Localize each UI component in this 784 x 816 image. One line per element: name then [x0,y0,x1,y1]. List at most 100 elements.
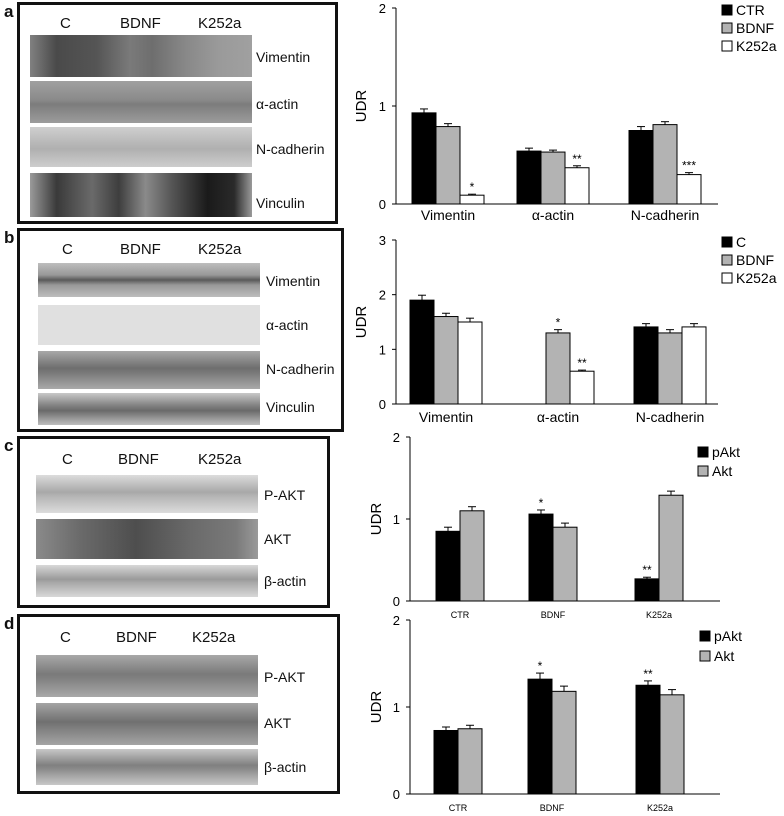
lane-label-c: C [62,451,73,468]
y-tick-label: 1 [379,342,386,357]
bar-pakt [635,684,661,795]
significance-marker: * [539,496,544,510]
lane-label-k252a: K252a [198,241,242,258]
bar-ctr [411,112,437,205]
bar-bdnf [540,151,566,205]
legend-label: K252a [736,270,777,286]
category-label: BDNF [541,610,566,620]
legend-label: BDNF [736,20,774,36]
bar-bdnf [545,332,571,405]
bar-pakt [528,513,554,602]
significance-marker: * [470,180,475,194]
blot-strip-beta-actin [36,565,258,597]
blot-strip-n-cadherin [30,127,252,167]
blot-strip-beta-actin [36,749,258,785]
legend-label: BDNF [736,252,774,268]
band-label-beta-actin: β-actin [264,573,307,589]
lane-label-bdnf: BDNF [116,629,157,646]
bar-bdnf [433,316,459,405]
blot-strip-akt [36,519,258,559]
legend-label: C [736,234,746,250]
band-label-alpha-actin: α-actin [266,317,309,333]
legend-label: CTR [736,2,765,18]
band-label-akt: AKT [264,715,292,731]
lane-label-c: C [60,629,71,646]
y-tick-label: 2 [393,613,400,628]
y-tick-label: 1 [393,512,400,527]
legend-swatch [721,4,733,16]
lane-label-k252a: K252a [198,451,242,468]
category-label: α-actin [532,207,574,223]
blot-strip-vimentin [30,35,252,77]
blot-strip-vinculin [30,173,252,217]
y-tick-label: 2 [379,288,386,303]
category-label: K252a [647,803,673,813]
legend-label: Akt [712,463,732,479]
blot-strip-vimentin [38,263,260,297]
bar-bdnf [652,124,678,205]
blot-strip-p-akt [36,475,258,513]
bar-ctr [628,130,654,205]
significance-marker: ** [643,667,653,681]
panel-letter-d: d [4,614,15,633]
panel-letter-c: c [4,436,14,455]
blot-frame-a: C BDNF K252a Vimentin α-actin N-cadherin… [17,2,338,224]
panel-letter-b: b [4,228,15,247]
blot-strip-akt [36,703,258,745]
significance-marker: *** [682,159,696,173]
bar-k252a [681,326,707,405]
category-label: BDNF [540,803,565,813]
bar-pakt [433,729,459,795]
lane-label-k252a: K252a [198,15,242,32]
blot-strip-alpha-actin [30,81,252,123]
significance-marker: ** [577,356,587,370]
panel-letter-a: a [4,2,14,21]
category-label: N-cadherin [631,207,699,223]
bar-k252a [457,321,483,405]
bar-pakt [527,678,553,795]
legend-swatch [721,254,733,266]
blot-frame-c: C BDNF K252a P-AKT AKT β-actin [17,436,330,608]
blot-strip-vinculin [38,393,260,425]
bar-k252a [569,370,595,405]
bar-k252a [676,174,702,205]
legend-label: Akt [714,648,734,664]
significance-marker: * [556,316,561,330]
band-label-vinculin: Vinculin [256,195,305,211]
category-label: Vimentin [419,409,473,425]
bar-akt [552,526,578,602]
bar-bdnf [657,332,683,405]
blot-strip-p-akt [36,655,258,697]
y-axis-title: UDR [368,503,385,536]
y-axis-title: UDR [368,691,385,724]
lane-label-c: C [62,241,73,258]
band-label-alpha-actin: α-actin [256,96,299,112]
band-label-vimentin: Vimentin [266,273,321,289]
bar-akt [551,690,577,795]
bar-akt [659,694,685,795]
band-label-vinculin: Vinculin [266,399,315,415]
legend-label: pAkt [714,628,742,644]
band-label-beta-actin: β-actin [264,759,307,775]
bar-pakt [634,578,660,602]
bar-c [633,326,659,405]
bar-akt [459,510,485,602]
lane-label-bdnf: BDNF [120,241,161,258]
lane-label-c: C [60,15,71,32]
category-label: K252a [646,610,672,620]
bar-akt [457,728,483,795]
category-label: CTR [451,610,470,620]
y-tick-label: 1 [393,700,400,715]
significance-marker: ** [642,563,652,577]
y-axis-title: UDR [353,90,370,123]
category-label: α-actin [537,409,579,425]
band-label-n-cadherin: N-cadherin [256,141,325,157]
y-tick-label: 0 [379,397,386,412]
category-label: CTR [449,803,468,813]
category-label: Vimentin [421,207,475,223]
bar-ctr [516,150,542,205]
bar-pakt [435,530,461,602]
y-tick-label: 2 [393,430,400,445]
legend-swatch [697,446,709,458]
